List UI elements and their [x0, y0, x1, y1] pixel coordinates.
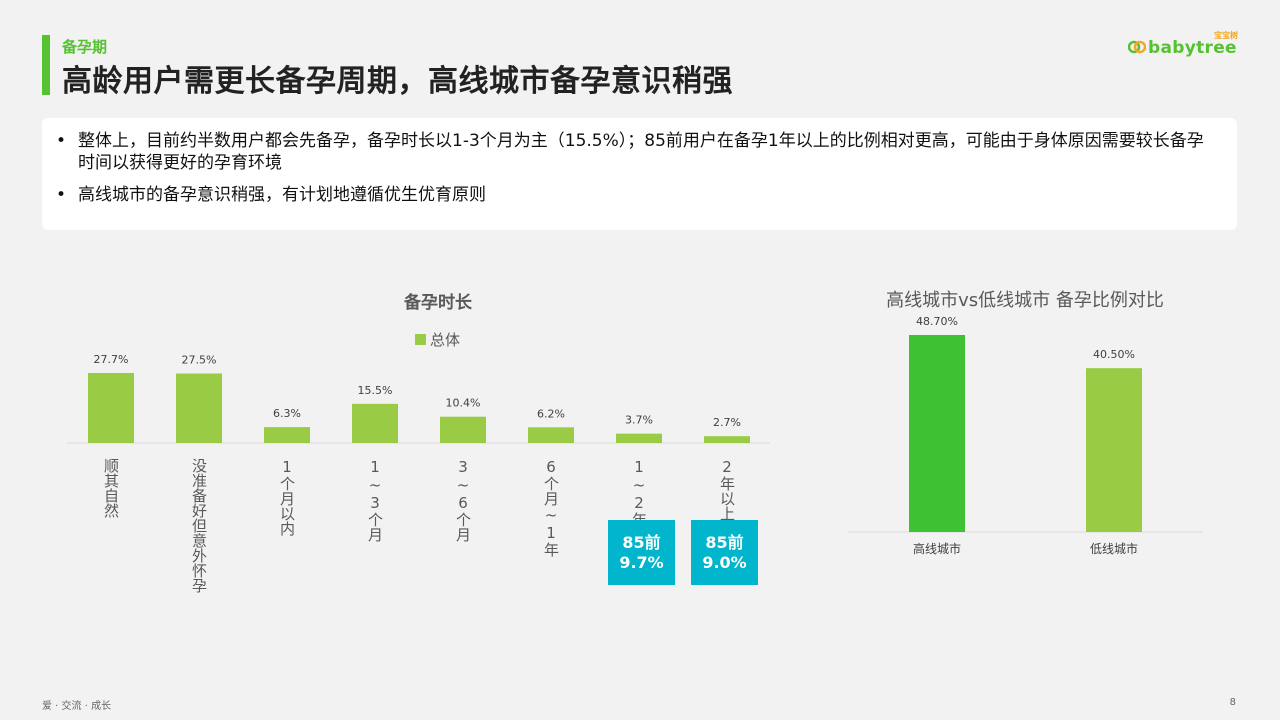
logo-icon — [1128, 40, 1146, 54]
summary-box: 整体上，目前约半数用户都会先备孕，备孕时长以1-3个月为主（15.5%）；85前… — [42, 118, 1237, 230]
logo-chinese: 宝宝树 — [1214, 31, 1238, 40]
data-label: 48.70% — [916, 315, 958, 328]
legend-swatch — [415, 334, 426, 345]
category-label: 3~6个月 — [454, 458, 472, 543]
data-label: 6.3% — [273, 407, 301, 420]
data-label: 15.5% — [358, 384, 393, 397]
title-accent-bar — [42, 35, 50, 95]
summary-list: 整体上，目前约半数用户都会先备孕，备孕时长以1-3个月为主（15.5%）；85前… — [42, 118, 1237, 206]
callout-value: 9.7% — [619, 552, 664, 572]
bar — [88, 373, 134, 443]
data-label: 27.5% — [182, 354, 217, 367]
category-label: 没准备好但意外怀孕 — [190, 458, 208, 593]
data-label: 27.7% — [94, 353, 129, 366]
section-label: 备孕期 — [62, 38, 108, 56]
chart-title: 高线城市vs低线城市 备孕比例对比 — [886, 290, 1164, 311]
category-label: 顺其自然 — [102, 458, 120, 518]
bar — [909, 335, 965, 532]
bar — [616, 433, 662, 443]
bar — [352, 403, 398, 443]
category-label: 1~3个月 — [366, 458, 384, 543]
logo-wordmark: babytree — [1148, 38, 1237, 58]
bar — [704, 436, 750, 443]
callout-value: 9.0% — [702, 552, 747, 572]
category-label: 高线城市 — [913, 541, 961, 556]
footer-slogan: 爱 · 交流 · 成长 — [42, 701, 112, 712]
summary-bullet: 高线城市的备孕意识稍强，有计划地遵循优生优育原则 — [56, 184, 1219, 206]
data-label: 40.50% — [1093, 348, 1135, 361]
callout-label: 85前 — [622, 532, 661, 552]
bar — [440, 416, 486, 443]
bar — [176, 373, 222, 443]
page-title: 高龄用户需更长备孕周期，高线城市备孕意识稍强 — [62, 64, 733, 99]
chart-title: 备孕时长 — [403, 292, 473, 313]
category-label: 1~2年 — [630, 458, 648, 527]
category-label: 6个月~1年 — [542, 458, 560, 557]
data-label: 10.4% — [446, 397, 481, 410]
summary-bullet: 整体上，目前约半数用户都会先备孕，备孕时长以1-3个月为主（15.5%）；85前… — [56, 130, 1219, 174]
data-label: 2.7% — [713, 416, 741, 429]
bar — [1086, 368, 1142, 532]
category-label: 低线城市 — [1090, 541, 1138, 556]
bar — [528, 427, 574, 443]
chart-duration: 备孕时长 总体 27.7% 27.5% 6.3% 15.5% 10.4% 6.2% 3.7%… — [67, 292, 770, 593]
data-label: 3.7% — [625, 414, 653, 427]
page-number: 8 — [1229, 697, 1236, 708]
babytree-logo: babytree 宝宝树 — [1128, 30, 1238, 60]
callout-2yr-plus: 85前 9.0% — [691, 520, 758, 585]
chart-city-compare: 高线城市vs低线城市 备孕比例对比 48.70% 40.50% 高线城市 低线城市 — [848, 290, 1203, 556]
data-label: 6.2% — [537, 407, 565, 420]
category-label: 1个月以内 — [278, 458, 296, 537]
callout-label: 85前 — [705, 532, 744, 552]
bar — [264, 427, 310, 443]
legend-label: 总体 — [430, 331, 460, 349]
category-label: 2年以上 — [718, 458, 736, 521]
callout-1-2yr: 85前 9.7% — [608, 520, 675, 585]
